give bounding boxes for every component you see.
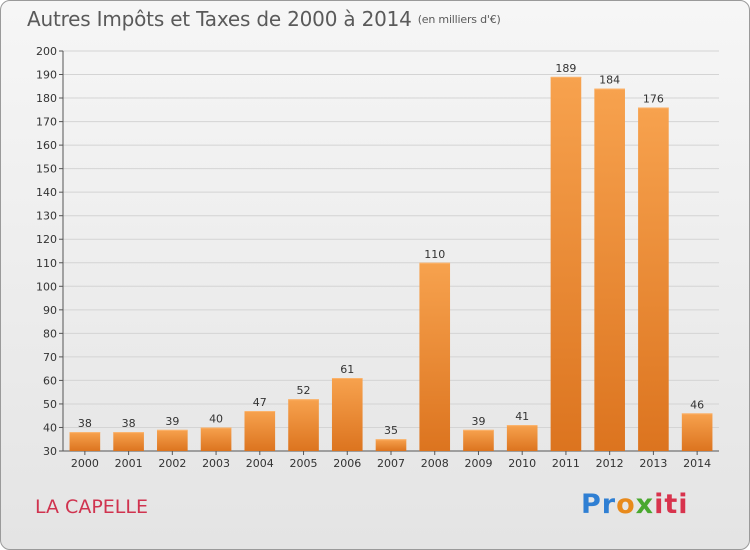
x-tick-labels: 2000 2001 2002 2003 2004 2005 2006 2007 2008 2009…: [71, 451, 711, 470]
x-tick-label-2003: 2003: [202, 457, 230, 470]
value-label-2004: 47: [253, 396, 267, 409]
bar-2000: [69, 432, 101, 451]
proxiti-logo: Proxiti: [581, 489, 689, 520]
value-label-2009: 39: [471, 415, 485, 428]
value-label-2003: 40: [209, 412, 223, 425]
x-tick-label-2005: 2005: [290, 457, 318, 470]
bar-2003: [200, 427, 232, 451]
x-tick-label-2004: 2004: [246, 457, 274, 470]
chart-title: Autres Impôts et Taxes de 2000 à 2014 (en…: [27, 7, 501, 31]
y-tick-label: 180: [36, 92, 57, 105]
x-tick-label-2009: 2009: [464, 457, 492, 470]
bar-2006: [331, 378, 363, 451]
x-tick-label-2001: 2001: [115, 457, 143, 470]
bar-2005: [288, 399, 319, 451]
x-tick-label-2011: 2011: [552, 457, 580, 470]
value-label-2008: 110: [424, 248, 445, 261]
value-label-2001: 38: [122, 417, 136, 430]
y-tick-label: 70: [43, 351, 57, 364]
chart-subtitle: (en milliers d'€): [417, 13, 501, 26]
y-tick-label: 160: [36, 139, 57, 152]
bars: [69, 76, 713, 452]
y-tick-label: 190: [36, 69, 57, 82]
x-tick-label-2002: 2002: [158, 457, 186, 470]
y-tick-label: 50: [43, 398, 57, 411]
x-tick-label-2010: 2010: [508, 457, 536, 470]
y-tick-labels: 30 40 50 60 70 80 90 100 110 120 130 140 150 160 170 18…: [36, 45, 57, 458]
x-tick-label-2013: 2013: [639, 457, 667, 470]
y-tick-label: 170: [36, 116, 57, 129]
value-label-2012: 184: [599, 74, 620, 87]
logo-part-4: iti: [654, 489, 689, 520]
y-tick-label: 150: [36, 163, 57, 176]
bar-2014: [681, 413, 713, 451]
place-name: LA CAPELLE: [35, 496, 148, 518]
bar-2004: [244, 411, 276, 451]
bar-2007: [375, 439, 407, 451]
x-tick-label-2014: 2014: [683, 457, 711, 470]
logo-part-1: Pr: [581, 489, 617, 520]
logo-part-3: x: [635, 489, 655, 520]
y-tick-label: 100: [36, 280, 57, 293]
chart-title-text: Autres Impôts et Taxes de 2000 à 2014: [27, 7, 412, 31]
y-tick-label: 60: [43, 374, 57, 387]
x-tick-label-2007: 2007: [377, 457, 405, 470]
y-tick-label: 130: [36, 210, 57, 223]
y-tick-label: 120: [36, 233, 57, 246]
y-tick-label: 80: [43, 327, 57, 340]
bar-2008: [419, 262, 451, 451]
value-label-2000: 38: [78, 417, 92, 430]
y-tick-label: 30: [43, 445, 57, 458]
bar-2013: [638, 107, 669, 452]
logo-part-2: o: [616, 489, 636, 520]
value-label-2013: 176: [643, 92, 664, 105]
x-tick-label-2000: 2000: [71, 457, 99, 470]
x-tick-label-2008: 2008: [421, 457, 449, 470]
bar-2011: [550, 76, 582, 451]
value-label-2014: 46: [690, 398, 704, 411]
y-tick-label: 110: [36, 257, 57, 270]
bar-2001: [113, 432, 144, 451]
y-tick-label: 140: [36, 186, 57, 199]
y-tick-label: 200: [36, 45, 57, 58]
value-label-2005: 52: [297, 384, 311, 397]
y-tick-label: 40: [43, 421, 57, 434]
bar-2002: [157, 429, 188, 451]
x-tick-label-2012: 2012: [596, 457, 624, 470]
bar-2012: [594, 88, 625, 451]
value-label-2010: 41: [515, 410, 529, 423]
value-label-2006: 61: [340, 363, 354, 376]
bar-2010: [506, 425, 538, 451]
x-tick-label-2006: 2006: [333, 457, 361, 470]
bar-2009: [463, 429, 494, 451]
value-label-2002: 39: [165, 415, 179, 428]
value-label-2007: 35: [384, 424, 398, 437]
value-label-2011: 189: [555, 62, 576, 75]
y-tick-label: 90: [43, 304, 57, 317]
value-labels: 38 38 39 40 47 52 61 35 110 39 41 189 184 176 46: [78, 62, 704, 437]
